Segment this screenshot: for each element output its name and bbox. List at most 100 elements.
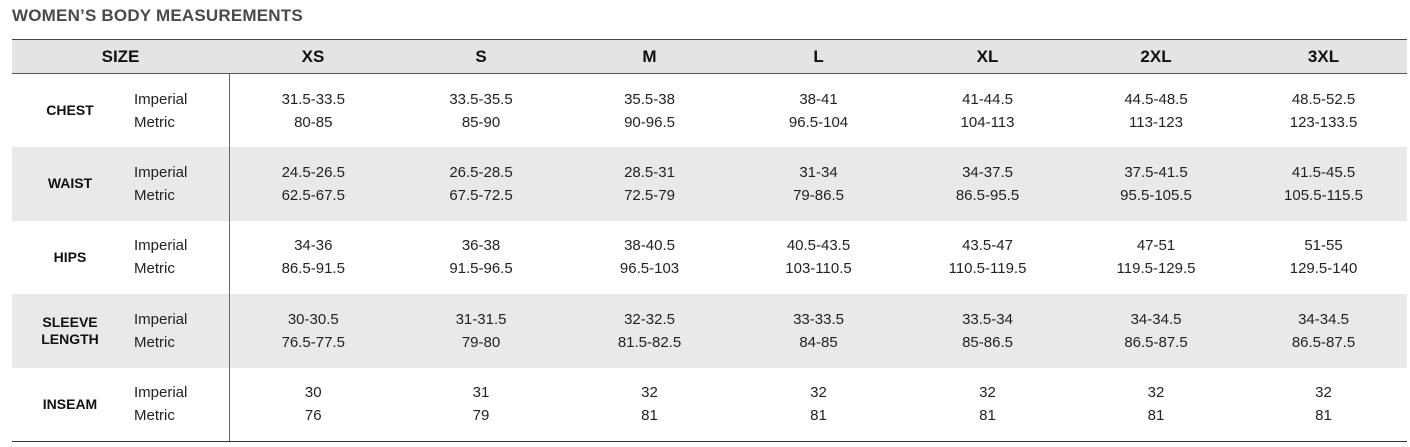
metric-value: 96.5-103 [619, 260, 680, 278]
header-row: SIZE XS S M L XL 2XL 3XL [12, 39, 1408, 74]
metric-value: 79-86.5 [793, 186, 844, 204]
metric-value: 79 [472, 407, 490, 425]
metric-value: 85-86.5 [962, 334, 1013, 352]
chest-xl-cell: 41-44.5 104-113 [903, 74, 1072, 148]
hips-2xl-cell: 47-51 119.5-129.5 [1072, 221, 1240, 295]
waist-3xl-cell: 41.5-45.5 105.5-115.5 [1240, 147, 1407, 221]
metric-value: 81 [1315, 407, 1332, 425]
waist-m-cell: 28.5-31 72.5-79 [565, 147, 734, 221]
imperial-value: 34-37.5 [962, 163, 1013, 181]
imperial-value: 28.5-31 [624, 163, 675, 181]
waist-2xl-cell: 37.5-41.5 95.5-105.5 [1072, 147, 1240, 221]
imperial-value: 33.5-35.5 [449, 90, 513, 108]
metric-value: 81 [810, 407, 827, 425]
inseam-row: INSEAM Imperial Metric 30 76 31 79 32 81 32… [12, 367, 1408, 442]
metric-value: 76.5-77.5 [281, 334, 345, 352]
metric-value: 81 [641, 407, 658, 425]
metric-value: 123-133.5 [1289, 113, 1358, 131]
imperial-label: Imperial [134, 384, 188, 402]
sleeve-3xl-cell: 34-34.5 86.5-87.5 [1240, 294, 1407, 368]
imperial-value: 34-34.5 [1130, 311, 1182, 329]
imperial-value: 32 [810, 384, 827, 402]
metric-value: 96.5-104 [788, 113, 849, 131]
hips-xs-cell: 34-36 86.5-91.5 [229, 221, 397, 295]
metric-value: 86.5-91.5 [281, 260, 345, 278]
imperial-value: 38-41 [799, 90, 838, 108]
metric-value: 103-110.5 [785, 260, 852, 278]
metric-value: 72.5-79 [624, 186, 675, 204]
sleeve-xl-cell: 33.5-34 85-86.5 [903, 294, 1072, 368]
waist-row: WAIST Imperial Metric 24.5-26.5 62.5-67.5… [12, 147, 1408, 221]
metric-value: 104-113 [960, 113, 1015, 131]
imperial-value: 34-36 [294, 237, 333, 255]
chest-m-cell: 35.5-38 90-96.5 [565, 74, 734, 148]
inseam-2xl-cell: 32 81 [1072, 367, 1241, 442]
metric-value: 129.5-140 [1289, 260, 1358, 278]
imperial-value: 32 [1315, 384, 1332, 402]
waist-label: WAIST [47, 175, 93, 192]
imperial-value: 51-55 [1304, 237, 1343, 255]
sleeve-label-line1: SLEEVE [42, 314, 98, 331]
page-title: WOMEN’S BODY MEASUREMENTS [12, 6, 303, 25]
metric-value: 91.5-96.5 [449, 260, 513, 278]
metric-value: 90-96.5 [624, 113, 675, 131]
sleeve-label-line2: LENGTH [41, 331, 99, 348]
metric-value: 81.5-82.5 [617, 334, 682, 352]
metric-value: 119.5-129.5 [1116, 260, 1196, 278]
imperial-value: 41-44.5 [962, 90, 1013, 108]
metric-value: 67.5-72.5 [449, 186, 513, 204]
metric-value: 86.5-87.5 [1291, 334, 1356, 352]
imperial-value: 48.5-52.5 [1291, 90, 1356, 108]
imperial-value: 32 [641, 384, 658, 402]
imperial-value: 34-34.5 [1298, 311, 1349, 329]
chest-xs-cell: 31.5-33.5 80-85 [229, 74, 397, 148]
imperial-label: Imperial [134, 90, 188, 108]
waist-s-cell: 26.5-28.5 67.5-72.5 [397, 147, 565, 221]
imperial-value: 31 [472, 384, 490, 402]
imperial-value: 26.5-28.5 [449, 163, 513, 181]
inseam-s-cell: 31 79 [397, 367, 566, 442]
size-3xl-header: 3XL [1240, 39, 1408, 74]
size-l-header: L [734, 39, 904, 74]
sleeve-length-row: SLEEVE LENGTH Imperial Metric 30-30.5 76.… [12, 294, 1408, 368]
hips-s-cell: 36-38 91.5-96.5 [397, 221, 565, 295]
metric-value: 79-80 [461, 334, 501, 352]
metric-value: 110.5-119.5 [948, 260, 1027, 278]
metric-value: 62.5-67.5 [281, 186, 345, 204]
imperial-value: 47-51 [1136, 237, 1176, 255]
size-chart-table: SIZE XS S M L XL 2XL 3XL CHEST Imperial … [12, 39, 1408, 442]
chest-s-cell: 33.5-35.5 85-90 [397, 74, 565, 148]
imperial-value: 32 [979, 384, 996, 402]
inseam-xl-cell: 32 81 [903, 367, 1073, 442]
hips-l-cell: 40.5-43.5 103-110.5 [734, 221, 903, 295]
chest-row: CHEST Imperial Metric 31.5-33.5 80-85 33.… [12, 73, 1407, 148]
chest-l-cell: 38-41 96.5-104 [734, 74, 903, 148]
sleeve-2xl-cell: 34-34.5 86.5-87.5 [1072, 294, 1240, 368]
imperial-value: 36-38 [461, 237, 501, 255]
metric-value: 80-85 [294, 113, 333, 131]
metric-label: Metric [134, 186, 175, 204]
hips-label: HIPS [53, 248, 87, 265]
size-header: SIZE [12, 39, 230, 74]
unit-labels: Imperial Metric [128, 294, 230, 368]
imperial-label: Imperial [134, 163, 188, 181]
imperial-value: 41.5-45.5 [1291, 163, 1356, 181]
imperial-value: 31-31.5 [455, 311, 507, 329]
imperial-label: Imperial [134, 311, 188, 329]
metric-value: 76 [304, 407, 322, 425]
metric-value: 84-85 [799, 334, 838, 352]
imperial-value: 33-33.5 [793, 311, 844, 329]
metric-value: 113-123 [1129, 113, 1183, 131]
metric-label: Metric [134, 334, 175, 352]
imperial-value: 44.5-48.5 [1124, 90, 1188, 108]
unit-labels: Imperial Metric [128, 73, 230, 148]
hips-row: HIPS Imperial Metric 34-36 86.5-91.5 36-3… [12, 220, 1407, 295]
metric-value: 105.5-115.5 [1284, 186, 1363, 204]
imperial-value: 30 [304, 384, 322, 402]
imperial-value: 33.5-34 [962, 311, 1013, 329]
metric-label: Metric [134, 407, 175, 425]
sleeve-l-cell: 33-33.5 84-85 [734, 294, 903, 368]
imperial-value: 40.5-43.5 [786, 237, 851, 255]
inseam-m-cell: 32 81 [565, 367, 735, 442]
sleeve-length-label: SLEEVE LENGTH [12, 294, 128, 368]
